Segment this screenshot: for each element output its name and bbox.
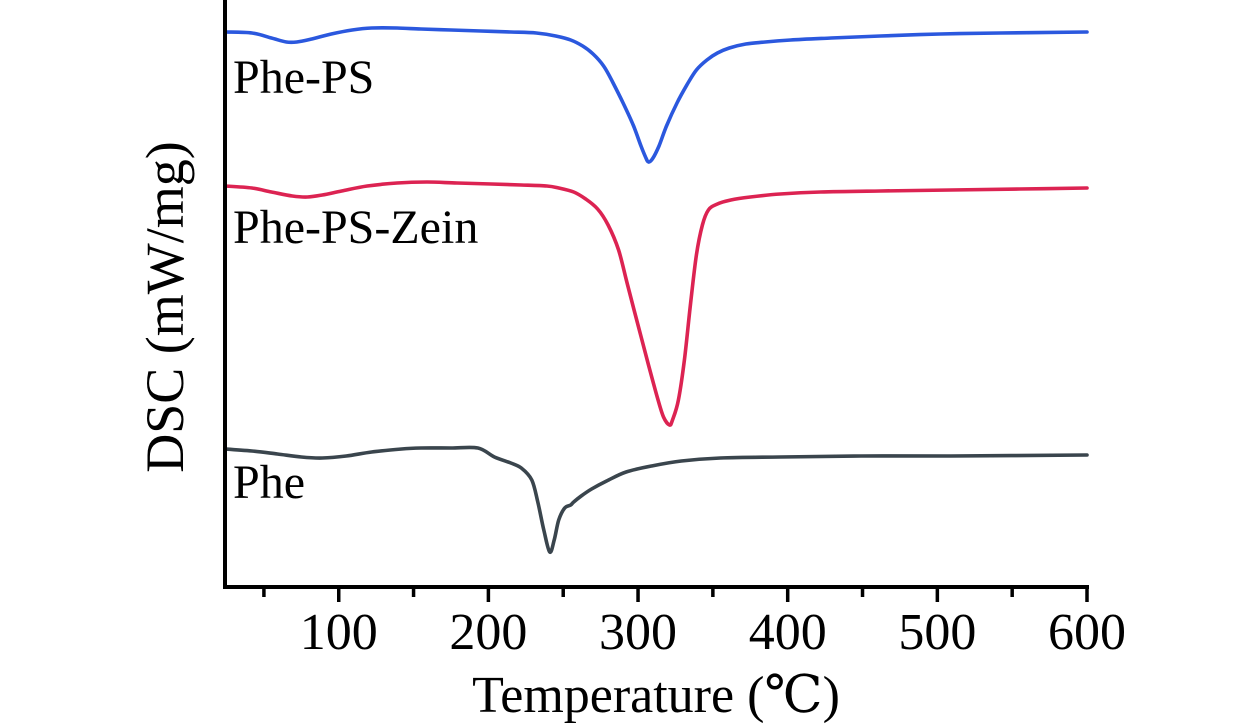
series-label-phe-ps-zein: Phe-PS-Zein [233, 201, 479, 254]
curve-phe [223, 445, 1089, 554]
curve-phe-ps-zein [223, 180, 1089, 427]
series-label-phe: Phe [233, 456, 305, 509]
x-tick-label-100: 100 [300, 604, 378, 661]
series-label-phe-ps: Phe-PS [233, 51, 375, 104]
x-tick-label-500: 500 [898, 604, 976, 661]
x-axis-title: Temperature (℃) [472, 667, 840, 724]
x-tick-label-200: 200 [449, 604, 527, 661]
y-axis-title: DSC (mW/mg) [135, 141, 195, 473]
x-tick-label-400: 400 [749, 604, 827, 661]
x-tick-label-600: 600 [1048, 604, 1126, 661]
curve-phe-ps [223, 26, 1089, 164]
x-tick-label-300: 300 [599, 604, 677, 661]
